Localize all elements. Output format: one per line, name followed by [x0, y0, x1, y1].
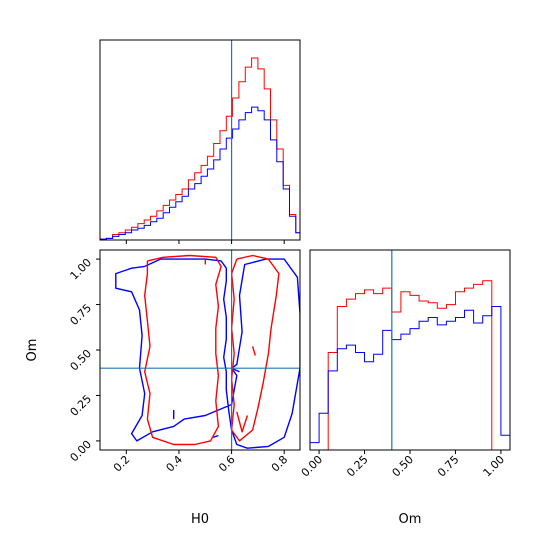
contour-ytick-label-0: 0.00: [68, 438, 95, 465]
contour-line-7: [251, 346, 256, 356]
x-axis-title-h0: H0: [191, 512, 209, 527]
contour-ytick-label-4: 1.00: [68, 256, 95, 283]
contour-x-ticks: 0.2 0.4 0.6 0.8: [111, 450, 290, 474]
contour-line-6: [236, 411, 249, 433]
hist-om-frame: [309, 249, 511, 451]
contour-line-4: [143, 254, 222, 446]
hist-om-xtick-label-2: 0.50: [390, 453, 417, 480]
hist-om-xtick-label-1: 0.25: [344, 453, 371, 480]
hist-series-1: [310, 306, 510, 450]
hist-h0-steps: [100, 57, 300, 240]
contour-ytick-label-2: 0.50: [68, 347, 95, 374]
contour-line-0: [115, 258, 300, 449]
contour-ytick-label-1: 0.25: [68, 392, 95, 419]
x-axis-title-om: Om: [399, 512, 422, 527]
contour-xtick-label-0: 0.2: [111, 453, 133, 475]
hist-h0-panel: [99, 39, 301, 244]
hist-om-xtick-label-3: 0.75: [435, 453, 462, 480]
contour-xtick-label-3: 0.8: [269, 453, 291, 475]
contour-ytick-label-3: 0.75: [68, 301, 95, 328]
contour-y-ticks: 0.00 0.25 0.50 0.75 1.00: [68, 256, 100, 464]
hist-h0-frame: [99, 39, 301, 241]
y-axis-title-om: Om: [25, 339, 40, 362]
contour-panel: 0.2 0.4 0.6 0.8 0.00 0.25 0.50 0.75 1.00 H0 Om: [25, 249, 301, 527]
hist-series-0: [100, 57, 300, 240]
hist-series-0: [310, 280, 510, 450]
hist-om-steps: [310, 280, 510, 450]
contour-frame: [99, 249, 301, 451]
hist-h0-ticks: [125, 240, 285, 244]
hist-series-1: [100, 106, 300, 240]
hist-om-xtick-label-0: 0.00: [299, 453, 326, 480]
hist-om-x-ticks: 0.00 0.25 0.50 0.75 1.00: [299, 450, 507, 479]
contour-line-5: [230, 254, 280, 442]
contour-xtick-label-2: 0.6: [216, 453, 238, 475]
contour-xtick-label-1: 0.4: [164, 453, 186, 475]
contour-line-2: [212, 434, 219, 438]
hist-om-xtick-label-4: 1.00: [481, 453, 508, 480]
contour-lines: [115, 254, 300, 449]
hist-om-panel: 0.00 0.25 0.50 0.75 1.00 Om: [299, 249, 511, 527]
